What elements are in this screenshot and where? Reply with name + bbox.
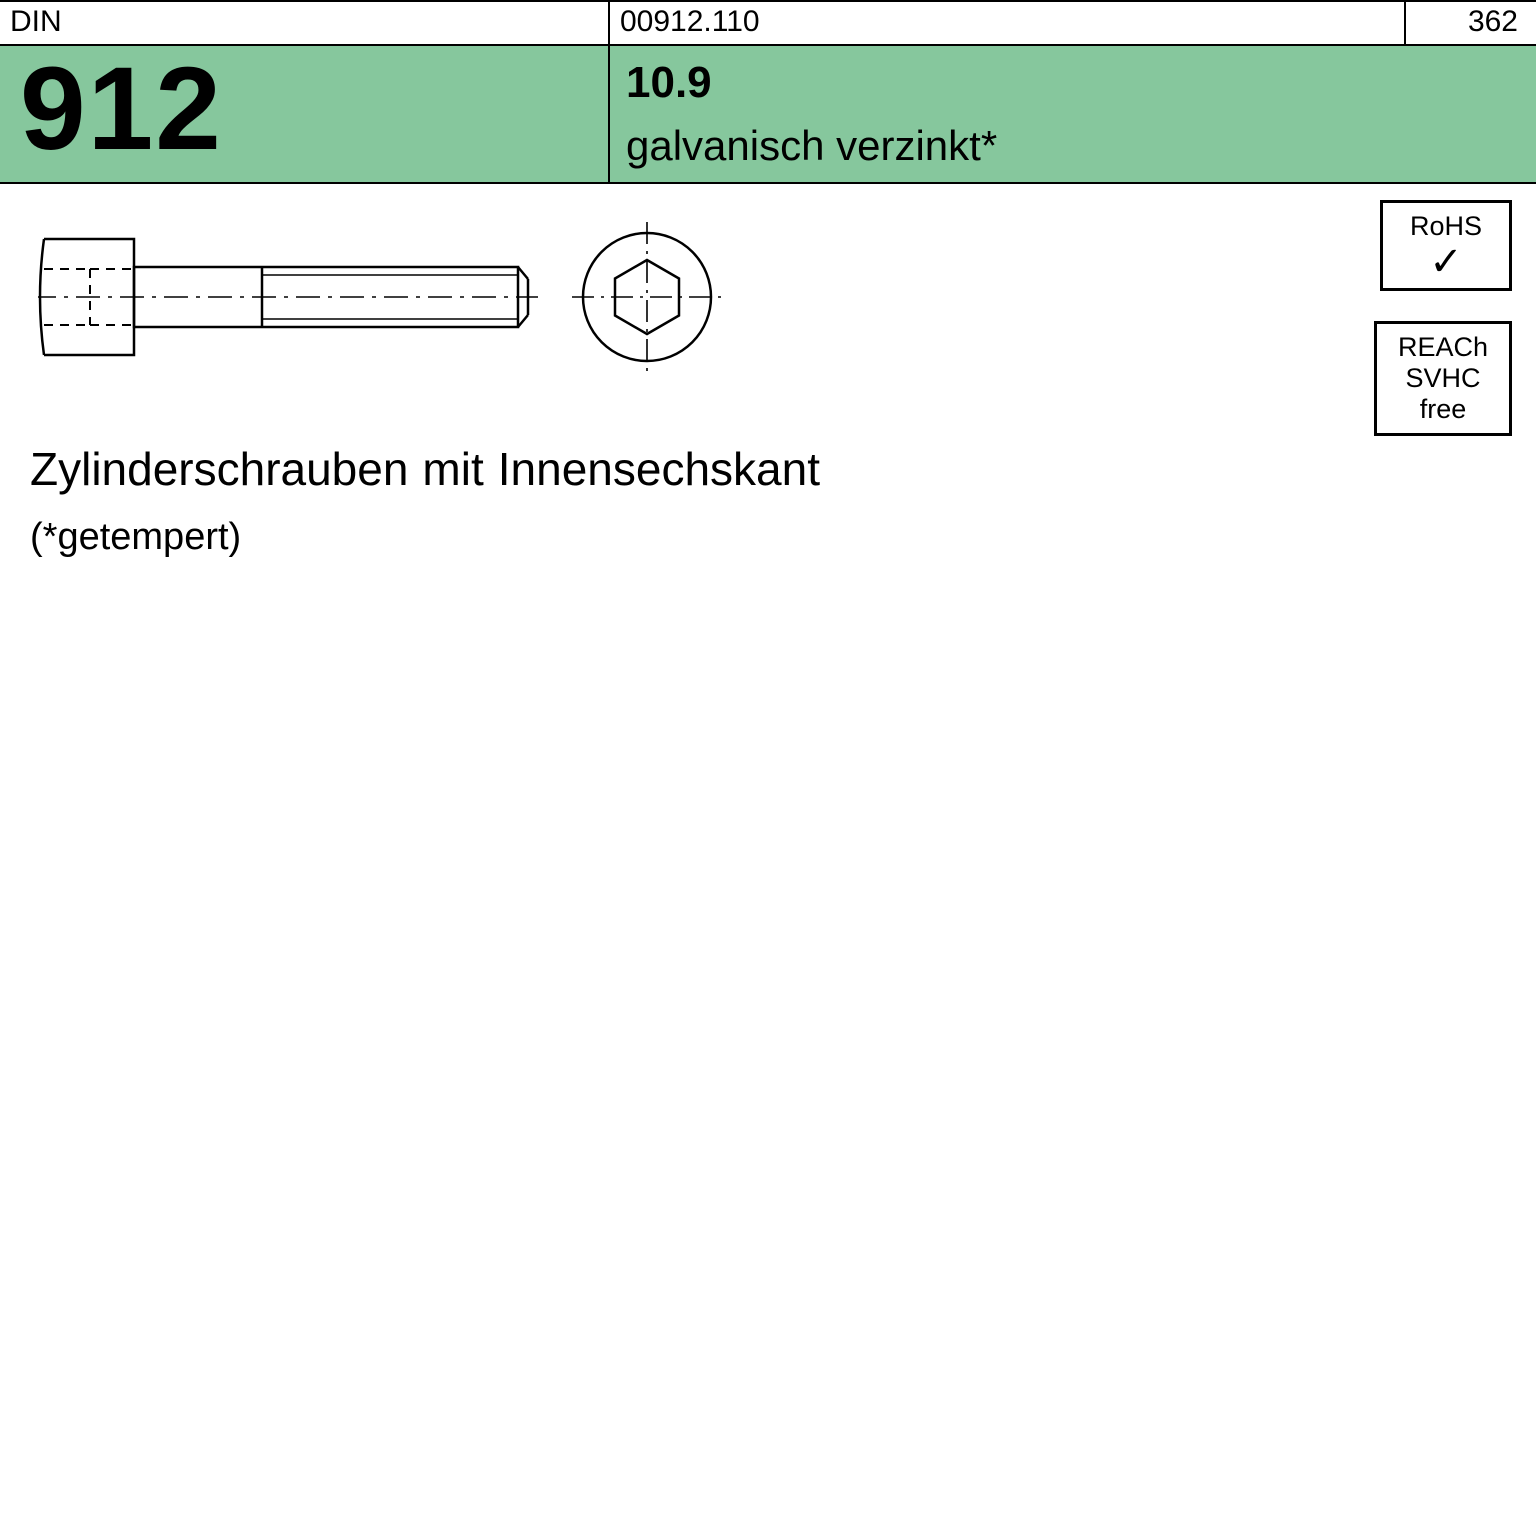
product-title: Zylinderschrauben mit Innensechskant bbox=[30, 442, 1506, 496]
std-label-cell: DIN bbox=[0, 2, 610, 44]
rohs-badge: RoHS ✓ bbox=[1380, 200, 1512, 291]
std-label: DIN bbox=[10, 4, 62, 40]
title-band: 912 10.9 galvanisch verzinkt* bbox=[0, 46, 1536, 184]
title-joiner: mit bbox=[422, 442, 483, 496]
reach-badge: REACh SVHC free bbox=[1374, 321, 1512, 436]
spec-cell: 10.9 galvanisch verzinkt* bbox=[610, 46, 1536, 182]
reach-line3: free bbox=[1381, 394, 1505, 425]
reach-line2: SVHC bbox=[1381, 363, 1505, 394]
screw-side-view-icon bbox=[38, 227, 538, 367]
check-icon: ✓ bbox=[1387, 242, 1505, 282]
code-cell: 00912.110 bbox=[610, 2, 1406, 44]
std-number-cell: 912 bbox=[0, 46, 610, 182]
page-cell: 362 bbox=[1406, 2, 1536, 44]
footnote: (*getempert) bbox=[30, 516, 1506, 559]
title-sub: Innensechskant bbox=[498, 442, 820, 496]
header-strip: DIN 00912.110 362 bbox=[0, 0, 1536, 46]
compliance-badges: RoHS ✓ REACh SVHC free bbox=[1374, 200, 1512, 436]
reach-line1: REACh bbox=[1381, 332, 1505, 363]
technical-drawing bbox=[38, 222, 1506, 372]
strength-grade: 10.9 bbox=[626, 58, 1520, 108]
page-number: 362 bbox=[1468, 4, 1518, 40]
rohs-label: RoHS bbox=[1387, 211, 1505, 242]
title-main: Zylinderschrauben bbox=[30, 442, 408, 496]
content-area: Zylinderschrauben mit Innensechskant (*g… bbox=[0, 184, 1536, 559]
screw-end-view-icon bbox=[572, 222, 722, 372]
article-code: 00912.110 bbox=[620, 4, 760, 40]
surface-finish: galvanisch verzinkt* bbox=[626, 122, 1520, 170]
std-number: 912 bbox=[20, 50, 223, 168]
